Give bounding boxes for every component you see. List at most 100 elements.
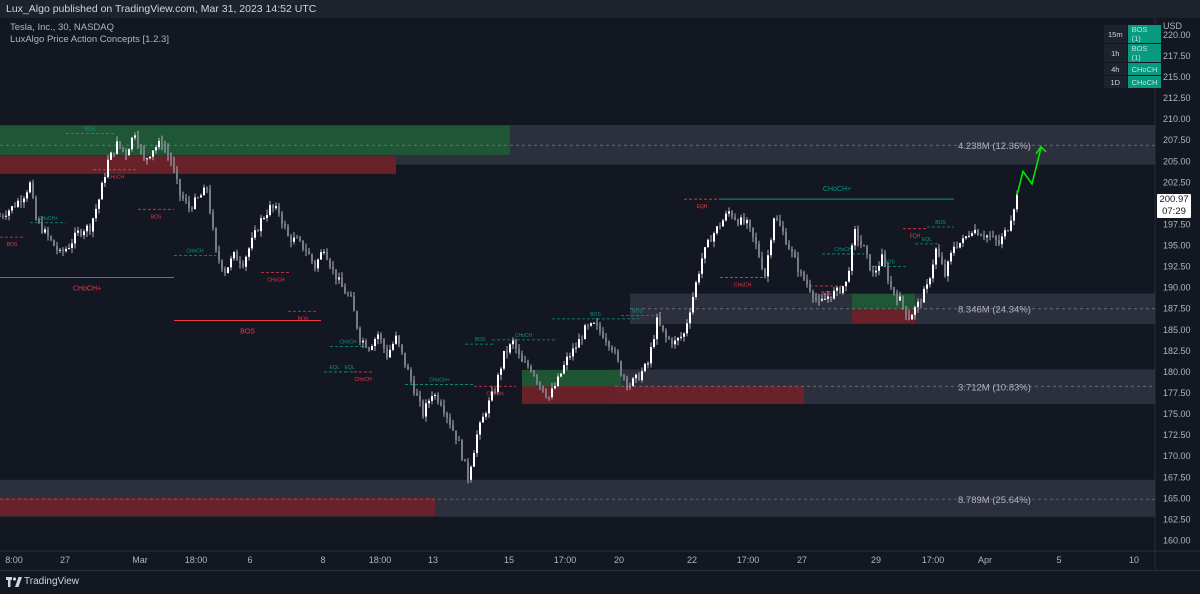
last-price: 200.97 (1159, 194, 1189, 205)
symbol-title[interactable]: Tesla, Inc., 30, NASDAQ (10, 22, 115, 33)
y-tick-label: 187.50 (1163, 304, 1191, 314)
mtf-status: CHoCH (1126, 62, 1163, 76)
candle-body (965, 236, 967, 239)
publish-header: Lux_Algo published on TradingView.com, M… (0, 0, 1200, 18)
candle-body (647, 363, 649, 365)
candle-body (953, 246, 955, 253)
candle-body (59, 249, 61, 251)
mtf-timeframe: 4h (1103, 62, 1128, 76)
y-tick-label: 212.50 (1163, 93, 1191, 103)
candle-body (209, 189, 211, 213)
bullish-order-block (522, 369, 621, 387)
candle-body (257, 230, 259, 232)
candle-body (563, 365, 565, 374)
candle-body (578, 339, 580, 348)
candle-body (395, 335, 397, 344)
candle-body (782, 225, 784, 232)
candle-body (626, 377, 628, 385)
candle-body (542, 386, 544, 392)
candle-body (335, 269, 337, 280)
candle-body (302, 240, 304, 250)
candle-body (863, 244, 865, 247)
price-chart[interactable]: 4.238M (12.36%) 8.346M (24.34%) 3.712M (10… (0, 18, 1200, 570)
candle-body (353, 296, 355, 312)
candle-body (899, 296, 901, 301)
candle-body (809, 284, 811, 291)
candle-body (695, 282, 697, 297)
candle-body (662, 325, 664, 331)
candle-body (65, 248, 67, 252)
candle-body (407, 365, 409, 370)
candle-body (296, 237, 298, 239)
candle-body (26, 192, 28, 199)
candle-body (236, 251, 238, 261)
structure-label: CHoCH (267, 277, 285, 283)
tradingview-brand[interactable]: TradingView (24, 576, 80, 587)
candle-body (893, 287, 895, 294)
candle-body (239, 260, 241, 264)
candle-body (491, 391, 493, 401)
candle-body (947, 261, 949, 277)
candle-body (866, 246, 868, 255)
candle-body (281, 213, 283, 224)
candle-body (827, 296, 829, 299)
candle-body (440, 402, 442, 406)
candle-body (659, 317, 661, 326)
candle-body (104, 177, 106, 183)
candle-body (422, 401, 424, 417)
candle-body (401, 344, 403, 353)
tradingview-logo-icon[interactable] (6, 577, 22, 587)
candle-body (191, 208, 193, 210)
candle-body (608, 341, 610, 348)
structure-label: EQL (329, 365, 339, 371)
candle-body (143, 149, 145, 160)
mtf-timeframe: 1D (1103, 75, 1128, 89)
candle-body (821, 298, 823, 301)
candle-body (371, 346, 373, 350)
bullish-order-block (0, 125, 510, 155)
candle-body (86, 225, 88, 232)
candle-body (314, 261, 316, 269)
candle-body (305, 249, 307, 252)
candle-body (485, 413, 487, 417)
candle-body (317, 259, 319, 269)
candle-body (605, 337, 607, 342)
candle-body (131, 137, 133, 150)
candle-body (347, 293, 349, 295)
candle-body (113, 152, 115, 154)
candle-body (599, 325, 601, 332)
candle-body (452, 424, 454, 431)
structure-label: BOS (7, 242, 18, 248)
candle-body (725, 213, 727, 221)
structure-label: CHoCH (186, 249, 204, 255)
candle-body (473, 452, 475, 467)
candle-body (761, 256, 763, 269)
projection-line (1016, 147, 1042, 196)
candle-body (245, 256, 247, 267)
x-tick-label: 18:00 (185, 555, 208, 565)
candle-body (701, 258, 703, 274)
indicator-title[interactable]: LuxAlgo Price Action Concepts [1.2.3] (10, 34, 169, 45)
liquidity-zone-label: 8.346M (24.34%) (958, 305, 1031, 316)
candle-body (515, 340, 517, 349)
liquidity-zone-label: 4.238M (12.36%) (958, 141, 1031, 152)
candle-body (260, 218, 262, 232)
candle-body (854, 229, 856, 246)
y-tick-label: 195.00 (1163, 241, 1191, 251)
candle-body (149, 156, 151, 159)
candle-body (722, 220, 724, 227)
candle-body (968, 235, 970, 237)
y-tick-label: 220.00 (1163, 30, 1191, 40)
mtf-status: CHoCH (1126, 75, 1163, 89)
x-tick-label: 27 (60, 555, 70, 565)
candle-body (677, 337, 679, 341)
candle-body (593, 322, 595, 324)
candle-body (665, 330, 667, 338)
candle-body (242, 263, 244, 267)
candle-body (506, 350, 508, 353)
candle-body (983, 235, 985, 238)
structure-label: BOS (298, 316, 309, 322)
candle-body (5, 215, 7, 217)
candle-body (140, 146, 142, 150)
candle-body (203, 187, 205, 196)
